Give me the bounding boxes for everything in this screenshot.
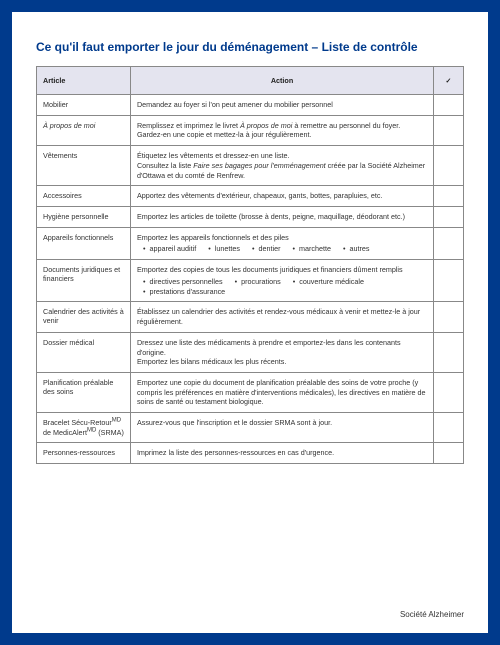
action-text: Dressez une liste des médicaments à pren… bbox=[137, 338, 427, 367]
article-text: Calendrier des activités à venir bbox=[43, 307, 124, 325]
check-cell bbox=[434, 413, 464, 443]
action-text: Demandez au foyer si l'on peut amener du… bbox=[137, 100, 427, 110]
check-cell bbox=[434, 442, 464, 463]
article-text: Dossier médical bbox=[43, 338, 94, 347]
action-cell: Emportez les articles de toilette (bross… bbox=[130, 207, 433, 228]
action-text: Remplissez et imprimez le livret À propo… bbox=[137, 121, 427, 140]
action-text: Emportez les appareils fonctionnels et d… bbox=[137, 233, 427, 254]
table-row: À propos de moi Remplissez et imprimez le… bbox=[37, 115, 464, 145]
action-text: Apportez des vêtements d'extérieur, chap… bbox=[137, 191, 427, 201]
action-text: Établissez un calendrier des activités e… bbox=[137, 307, 427, 326]
check-cell bbox=[434, 332, 464, 372]
action-cell: Apportez des vêtements d'extérieur, chap… bbox=[130, 186, 433, 207]
check-cell bbox=[434, 302, 464, 332]
action-cell: Assurez-vous que l'inscription et le dos… bbox=[130, 413, 433, 443]
article-cell: Personnes-ressources bbox=[37, 442, 131, 463]
action-cell: Imprimez la liste des personnes-ressourc… bbox=[130, 442, 433, 463]
article-cell: Bracelet Sécu-RetourMD de MedicAlertMD (… bbox=[37, 413, 131, 443]
table-row: Planification préalable des soins Emporte… bbox=[37, 372, 464, 412]
action-cell: Dressez une liste des médicaments à pren… bbox=[130, 332, 433, 372]
article-cell: À propos de moi bbox=[37, 115, 131, 145]
page: Ce qu'il faut emporter le jour du déména… bbox=[12, 12, 488, 633]
check-cell bbox=[434, 186, 464, 207]
action-cell: Emportez des copies de tous les document… bbox=[130, 260, 433, 302]
action-text: Emportez une copie du document de planif… bbox=[137, 378, 427, 407]
check-cell bbox=[434, 207, 464, 228]
article-cell: Appareils fonctionnels bbox=[37, 227, 131, 259]
article-text: Documents juridiques et financiers bbox=[43, 265, 120, 283]
table-row: Documents juridiques et financiers Emport… bbox=[37, 260, 464, 302]
action-text: Emportez les articles de toilette (bross… bbox=[137, 212, 427, 222]
article-text: Accessoires bbox=[43, 191, 82, 200]
check-cell bbox=[434, 227, 464, 259]
article-text: Personnes-ressources bbox=[43, 448, 115, 457]
footer-text: Société Alzheimer bbox=[400, 610, 464, 619]
action-text: Imprimez la liste des personnes-ressourc… bbox=[137, 448, 427, 458]
article-text: Mobilier bbox=[43, 100, 68, 109]
article-text: Vêtements bbox=[43, 151, 77, 160]
article-cell: Planification préalable des soins bbox=[37, 372, 131, 412]
col-action: Action bbox=[130, 67, 433, 95]
article-cell: Hygiène personnelle bbox=[37, 207, 131, 228]
action-cell: Emportez les appareils fonctionnels et d… bbox=[130, 227, 433, 259]
article-text: Hygiène personnelle bbox=[43, 212, 109, 221]
table-row: Mobilier Demandez au foyer si l'on peut a… bbox=[37, 95, 464, 116]
action-cell: Remplissez et imprimez le livret À propo… bbox=[130, 115, 433, 145]
table-row: Bracelet Sécu-RetourMD de MedicAlertMD (… bbox=[37, 413, 464, 443]
check-cell bbox=[434, 260, 464, 302]
article-cell: Vêtements bbox=[37, 146, 131, 186]
check-cell bbox=[434, 95, 464, 116]
action-cell: Étiquetez les vêtements et dressez-en un… bbox=[130, 146, 433, 186]
article-cell: Accessoires bbox=[37, 186, 131, 207]
article-cell: Mobilier bbox=[37, 95, 131, 116]
action-text: Emportez des copies de tous les document… bbox=[137, 265, 427, 296]
article-cell: Dossier médical bbox=[37, 332, 131, 372]
action-cell: Établissez un calendrier des activités e… bbox=[130, 302, 433, 332]
page-title: Ce qu'il faut emporter le jour du déména… bbox=[36, 40, 464, 54]
article-cell: Documents juridiques et financiers bbox=[37, 260, 131, 302]
col-article: Article bbox=[37, 67, 131, 95]
article-text: À propos de moi bbox=[43, 121, 95, 130]
action-text: Assurez-vous que l'inscription et le dos… bbox=[137, 418, 427, 428]
col-check: ✓ bbox=[434, 67, 464, 95]
action-cell: Emportez une copie du document de planif… bbox=[130, 372, 433, 412]
table-row: Personnes-ressources Imprimez la liste de… bbox=[37, 442, 464, 463]
check-cell bbox=[434, 372, 464, 412]
check-cell bbox=[434, 115, 464, 145]
action-text: Étiquetez les vêtements et dressez-en un… bbox=[137, 151, 427, 180]
table-row: Hygiène personnelle Emportez les articles… bbox=[37, 207, 464, 228]
article-cell: Calendrier des activités à venir bbox=[37, 302, 131, 332]
article-text: Appareils fonctionnels bbox=[43, 233, 113, 242]
action-cell: Demandez au foyer si l'on peut amener du… bbox=[130, 95, 433, 116]
checklist-table: Article Action ✓ Mobilier Demandez au foy… bbox=[36, 66, 464, 464]
article-text: Bracelet Sécu-RetourMD de MedicAlertMD (… bbox=[43, 418, 124, 436]
table-header-row: Article Action ✓ bbox=[37, 67, 464, 95]
table-row: Calendrier des activités à venir Établiss… bbox=[37, 302, 464, 332]
table-row: Dossier médical Dressez une liste des méd… bbox=[37, 332, 464, 372]
table-row: Appareils fonctionnels Emportez les appar… bbox=[37, 227, 464, 259]
article-text: Planification préalable des soins bbox=[43, 378, 113, 396]
check-cell bbox=[434, 146, 464, 186]
table-row: Vêtements Étiquetez les vêtements et dres… bbox=[37, 146, 464, 186]
table-row: Accessoires Apportez des vêtements d'exté… bbox=[37, 186, 464, 207]
